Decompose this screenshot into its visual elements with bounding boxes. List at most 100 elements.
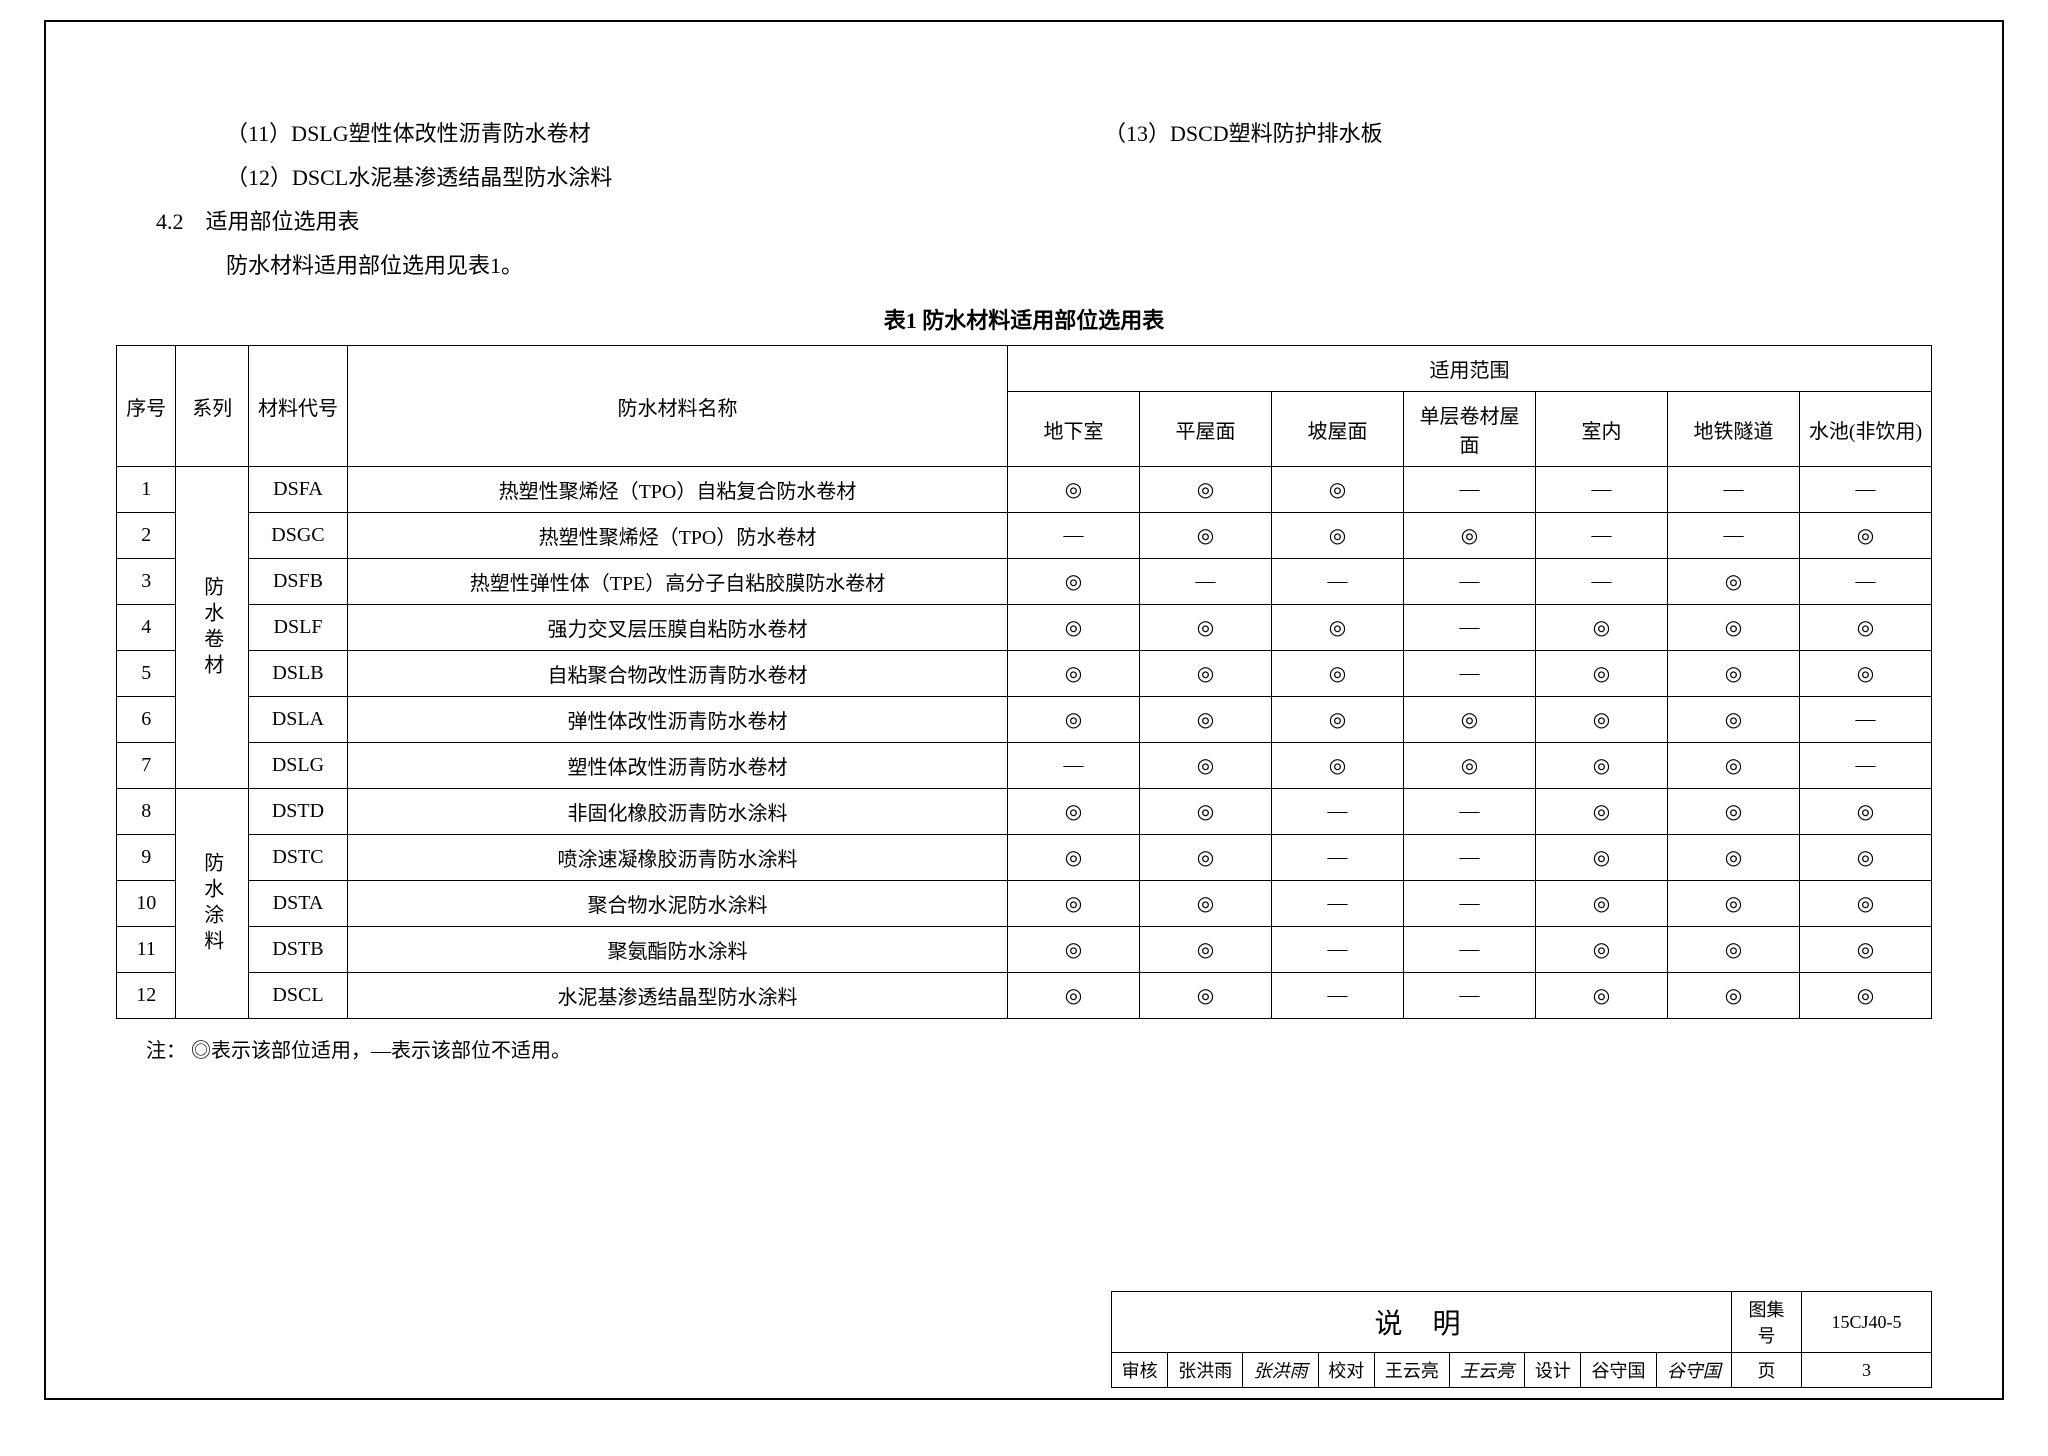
series-group-2: 防水涂料: [176, 789, 249, 1019]
cell-material-name: 塑性体改性沥青防水卷材: [347, 743, 1007, 789]
cell-value: ◎: [1007, 467, 1139, 513]
cell-value: ◎: [1535, 605, 1667, 651]
cell-value: ◎: [1139, 835, 1271, 881]
page-frame: （11）DSLG塑性体改性沥青防水卷材 （13）DSCD塑料防护排水板 （12）…: [44, 20, 2004, 1400]
cell-material-name: 喷涂速凝橡胶沥青防水涂料: [347, 835, 1007, 881]
cell-value: ◎: [1799, 605, 1931, 651]
cell-value: ◎: [1667, 743, 1799, 789]
cell-value: ◎: [1139, 881, 1271, 927]
cell-value: ◎: [1271, 513, 1403, 559]
cell-value: ◎: [1007, 697, 1139, 743]
item-12: （12）DSCL水泥基渗透结晶型防水涂料: [116, 156, 1024, 200]
table-row: 8防水涂料DSTD非固化橡胶沥青防水涂料◎◎——◎◎◎: [117, 789, 1932, 835]
th-range: 适用范围: [1007, 346, 1931, 392]
cell-value: ◎: [1403, 513, 1535, 559]
th-col-6: 水池(非饮用): [1799, 392, 1931, 467]
materials-table: 序号 系列 材料代号 防水材料名称 适用范围 地下室 平屋面 坡屋面 单层卷材屋…: [116, 345, 1932, 1019]
cell-value: ◎: [1799, 789, 1931, 835]
atlas-number: 15CJ40-5: [1802, 1292, 1932, 1353]
cell-seq: 11: [117, 927, 176, 973]
cell-value: —: [1403, 927, 1535, 973]
cell-value: ◎: [1007, 973, 1139, 1019]
cell-code: DSFA: [248, 467, 347, 513]
item-13: （13）DSCD塑料防护排水板: [1024, 112, 1932, 156]
table-row: 2DSGC热塑性聚烯烃（TPO）防水卷材—◎◎◎——◎: [117, 513, 1932, 559]
cell-material-name: 热塑性聚烯烃（TPO）防水卷材: [347, 513, 1007, 559]
cell-code: DSTB: [248, 927, 347, 973]
cell-code: DSLA: [248, 697, 347, 743]
cell-code: DSTD: [248, 789, 347, 835]
cell-seq: 7: [117, 743, 176, 789]
cell-seq: 4: [117, 605, 176, 651]
cell-value: ◎: [1535, 835, 1667, 881]
check-label: 校对: [1318, 1353, 1374, 1388]
cell-value: ◎: [1667, 881, 1799, 927]
table-row: 3DSFB热塑性弹性体（TPE）高分子自粘胶膜防水卷材◎————◎—: [117, 559, 1932, 605]
cell-value: ◎: [1007, 881, 1139, 927]
cell-value: ◎: [1799, 973, 1931, 1019]
cell-value: —: [1271, 973, 1403, 1019]
designer-signature: 谷守国: [1656, 1353, 1731, 1388]
table-row: 11DSTB聚氨酯防水涂料◎◎——◎◎◎: [117, 927, 1932, 973]
cell-seq: 8: [117, 789, 176, 835]
cell-value: —: [1535, 467, 1667, 513]
cell-material-name: 聚合物水泥防水涂料: [347, 881, 1007, 927]
cell-value: ◎: [1535, 927, 1667, 973]
cell-value: ◎: [1007, 835, 1139, 881]
cell-value: ◎: [1271, 697, 1403, 743]
cell-value: —: [1271, 835, 1403, 881]
section-heading: 4.2 适用部位选用表: [116, 200, 1932, 244]
cell-value: ◎: [1799, 927, 1931, 973]
cell-value: —: [1667, 513, 1799, 559]
cell-value: ◎: [1799, 835, 1931, 881]
cell-seq: 1: [117, 467, 176, 513]
page-number: 3: [1802, 1353, 1932, 1388]
cell-code: DSTC: [248, 835, 347, 881]
th-col-3: 单层卷材屋面: [1403, 392, 1535, 467]
cell-code: DSTA: [248, 881, 347, 927]
cell-value: ◎: [1667, 651, 1799, 697]
table-row: 4DSLF强力交叉层压膜自粘防水卷材◎◎◎—◎◎◎: [117, 605, 1932, 651]
cell-value: ◎: [1667, 789, 1799, 835]
upper-text-block: （11）DSLG塑性体改性沥青防水卷材 （13）DSCD塑料防护排水板 （12）…: [116, 112, 1932, 288]
table-row: 6DSLA弹性体改性沥青防水卷材◎◎◎◎◎◎—: [117, 697, 1932, 743]
cell-value: —: [1271, 789, 1403, 835]
th-seq: 序号: [117, 346, 176, 467]
cell-value: ◎: [1667, 697, 1799, 743]
cell-value: ◎: [1799, 881, 1931, 927]
th-col-5: 地铁隧道: [1667, 392, 1799, 467]
cell-code: DSLB: [248, 651, 347, 697]
cell-value: ◎: [1271, 743, 1403, 789]
checker-name: 王云亮: [1374, 1353, 1449, 1388]
cell-value: ◎: [1007, 651, 1139, 697]
cell-material-name: 强力交叉层压膜自粘防水卷材: [347, 605, 1007, 651]
cell-value: ◎: [1535, 651, 1667, 697]
cell-value: ◎: [1139, 927, 1271, 973]
cell-value: ◎: [1139, 743, 1271, 789]
cell-value: ◎: [1667, 605, 1799, 651]
th-code: 材料代号: [248, 346, 347, 467]
cell-code: DSLF: [248, 605, 347, 651]
cell-value: —: [1403, 605, 1535, 651]
cell-code: DSLG: [248, 743, 347, 789]
cell-value: ◎: [1007, 605, 1139, 651]
cell-value: —: [1403, 973, 1535, 1019]
review-label: 审核: [1112, 1353, 1168, 1388]
cell-material-name: 自粘聚合物改性沥青防水卷材: [347, 651, 1007, 697]
cell-value: —: [1403, 559, 1535, 605]
cell-value: ◎: [1271, 605, 1403, 651]
table-note: 注： ◎表示该部位适用，—表示该部位不适用。: [116, 1034, 1932, 1063]
cell-value: —: [1799, 743, 1931, 789]
th-name: 防水材料名称: [347, 346, 1007, 467]
cell-value: ◎: [1139, 651, 1271, 697]
th-col-2: 坡屋面: [1271, 392, 1403, 467]
cell-value: —: [1271, 927, 1403, 973]
th-col-1: 平屋面: [1139, 392, 1271, 467]
designer-name: 谷守国: [1581, 1353, 1656, 1388]
cell-seq: 2: [117, 513, 176, 559]
doc-title: 说明: [1112, 1292, 1732, 1353]
table-row: 9DSTC喷涂速凝橡胶沥青防水涂料◎◎——◎◎◎: [117, 835, 1932, 881]
cell-value: ◎: [1667, 927, 1799, 973]
table-row: 10DSTA聚合物水泥防水涂料◎◎——◎◎◎: [117, 881, 1932, 927]
cell-value: ◎: [1799, 651, 1931, 697]
